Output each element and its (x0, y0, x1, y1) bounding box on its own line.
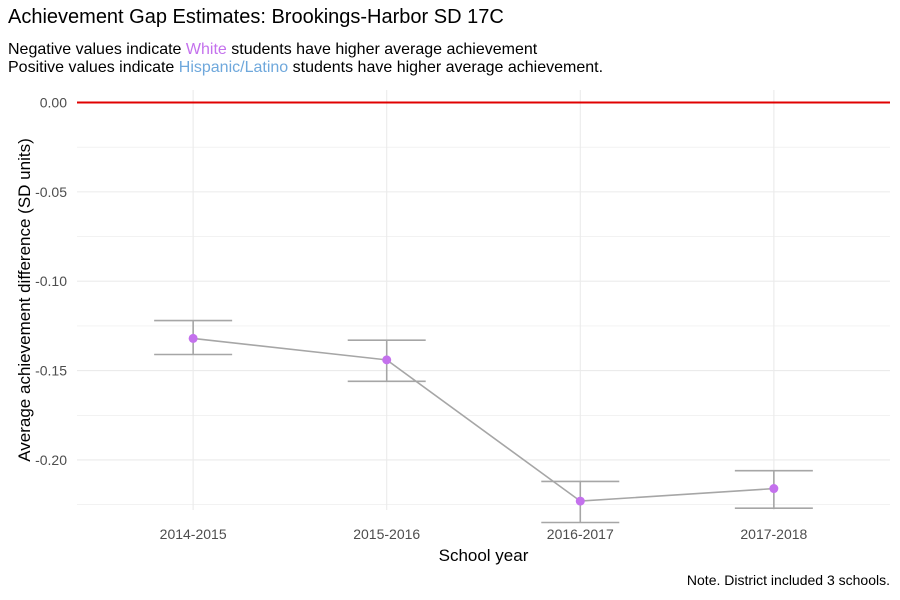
chart-title: Achievement Gap Estimates: Brookings-Har… (8, 6, 504, 28)
x-tick-labels: 2014-2015 2015-2016 2016-2017 2017-2018 (160, 526, 808, 542)
y-axis-label: Average achievement difference (SD units… (15, 138, 34, 462)
series-group (193, 337, 774, 502)
subtitle-hispanic-group: Hispanic/Latino (178, 59, 289, 76)
chart-subtitle-line-2: Positive values indicate Hispanic/Latino… (8, 59, 603, 77)
subtitle-1-suffix: students have higher average achievement (226, 41, 538, 58)
series-line (193, 337, 774, 502)
point-group (188, 333, 779, 506)
data-point-1 (382, 355, 392, 365)
y-tick-label-4: -0.20 (35, 452, 67, 468)
y-tick-label-3: -0.15 (35, 363, 67, 379)
chart-caption: Note. District included 3 schools. (686, 572, 890, 588)
subtitle-2-suffix: students have higher average achievement… (288, 59, 604, 76)
chart-subtitle-line-1: Negative values indicate White students … (8, 41, 537, 59)
x-tick-label-0: 2014-2015 (160, 526, 227, 542)
x-axis-label: School year (439, 546, 529, 565)
subtitle-1-prefix: Negative values indicate (8, 41, 186, 58)
y-tick-label-1: -0.05 (35, 184, 67, 200)
y-tick-labels: 0.00 -0.05 -0.10 -0.15 -0.20 (35, 95, 67, 468)
y-tick-label-0: 0.00 (40, 95, 67, 111)
x-tick-label-2: 2016-2017 (547, 526, 614, 542)
major-grid (77, 90, 890, 510)
data-point-2 (575, 496, 585, 506)
y-tick-label-2: -0.10 (35, 273, 67, 289)
x-tick-label-3: 2017-2018 (740, 526, 807, 542)
x-tick-label-1: 2015-2016 (353, 526, 420, 542)
data-point-3 (769, 484, 779, 494)
subtitle-2-prefix: Positive values indicate (8, 59, 179, 76)
data-point-0 (188, 333, 198, 343)
minor-grid (77, 146, 890, 505)
subtitle-white-group: White (185, 41, 227, 58)
